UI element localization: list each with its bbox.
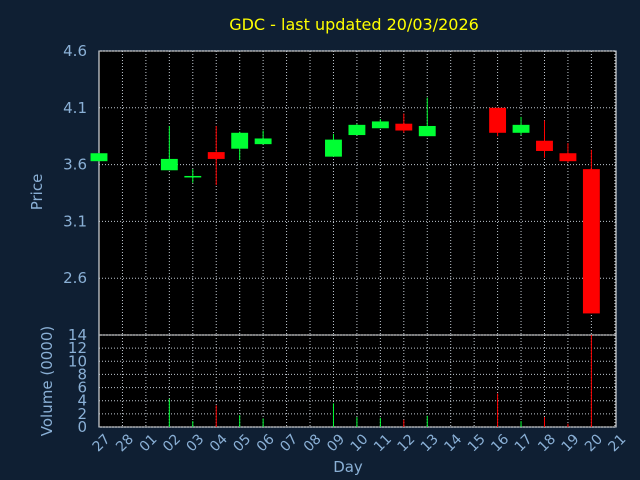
candle-body — [418, 125, 436, 137]
price-plot-area — [98, 50, 617, 336]
price-tick-label: 2.6 — [63, 269, 87, 287]
candle-body — [348, 124, 366, 136]
volume-tick-label: 12 — [68, 339, 87, 357]
volume-axis-label: Volume (0000) — [38, 326, 56, 436]
volume-tick-label: 8 — [77, 365, 87, 383]
volume-tick-label: 6 — [77, 379, 87, 397]
candle-body — [90, 153, 108, 162]
volume-tick-label: 2 — [77, 405, 87, 423]
candle-body — [231, 132, 249, 149]
volume-tick-label: 14 — [68, 326, 87, 344]
candle-body — [254, 138, 272, 145]
candle-body — [489, 107, 507, 133]
volume-tick-label: 0 — [77, 418, 87, 436]
price-tick-label: 4.1 — [63, 99, 87, 117]
volume-tick-label: 10 — [68, 352, 87, 370]
x-axis-label: Day — [333, 458, 363, 476]
candle-body — [184, 175, 202, 178]
price-axis-label: Price — [28, 174, 46, 211]
candle-body — [160, 158, 178, 171]
x-tick-labels: 27 28 01 02 03 04 05 06 07 08 09 10 11 12 13 14 15 16 17 18… — [90, 431, 630, 455]
candle-body — [371, 121, 389, 129]
candle-body — [207, 152, 225, 159]
candle-body — [536, 140, 553, 151]
price-tick-label: 4.6 — [63, 42, 87, 60]
candle-body — [582, 169, 600, 314]
chart-title: GDC - last updated 20/03/2026 — [229, 15, 479, 34]
candle-body — [559, 153, 577, 162]
volume-plot-area — [98, 334, 617, 428]
price-tick-label: 3.6 — [63, 156, 87, 174]
price-tick-label: 3.1 — [63, 212, 87, 230]
candle-body — [325, 139, 342, 157]
candle-body — [512, 124, 530, 133]
candle-body — [395, 123, 413, 131]
price-panel: 2.6 3.1 3.6 4.1 4.6 — [63, 42, 617, 336]
volume-tick-label: 4 — [77, 392, 87, 410]
